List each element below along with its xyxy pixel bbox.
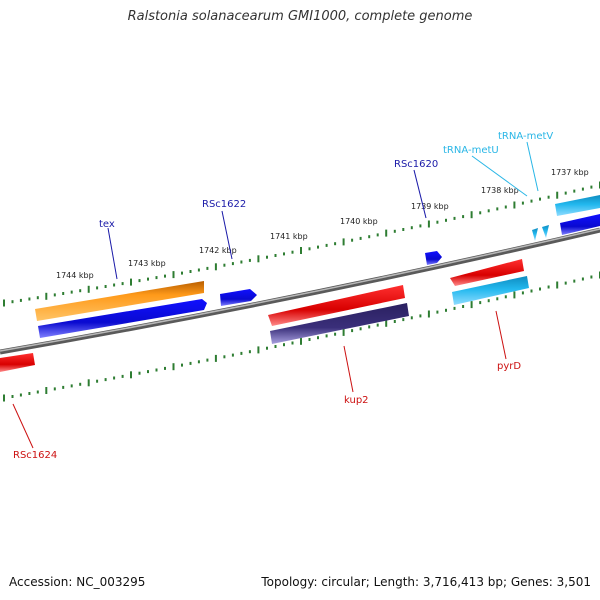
page-title: Ralstonia solanacearum GMI1000, complete…: [127, 9, 473, 24]
gene-trna-metu[interactable]: [532, 228, 538, 241]
gene-blue-forward[interactable]: [38, 299, 207, 338]
gene-rsc1622[interactable]: [220, 289, 257, 306]
leader-line-rsc1624: [12, 403, 34, 449]
genome-backbone: [0, 227, 600, 355]
lower-tick-track: [3, 271, 600, 402]
leader-line-kup2: [343, 345, 354, 393]
leader-line-rsc1622: [221, 210, 233, 260]
gene-kup2[interactable]: [268, 285, 405, 326]
kbp-label: 1740 kbp: [340, 217, 378, 226]
gene-pyrd[interactable]: [450, 259, 524, 286]
kbp-label: 1742 kbp: [199, 246, 237, 255]
kbp-label: 1743 kbp: [128, 259, 166, 268]
leader-line-trna-metu: [471, 155, 528, 197]
gene-rsc1620[interactable]: [425, 251, 442, 265]
kbp-label: 1737 kbp: [551, 168, 589, 177]
kbp-label: 1738 kbp: [481, 186, 519, 195]
genome-backbone-highlight: [0, 228, 600, 352]
label-kup2: kup2: [344, 395, 369, 406]
gene-blue-forward-right[interactable]: [560, 214, 600, 235]
label-trna-metv: tRNA-metV: [498, 131, 553, 142]
label-rsc1622: RSc1622: [202, 199, 246, 210]
kbp-label: 1741 kbp: [270, 232, 308, 241]
leader-line-rsc1620: [413, 169, 427, 219]
gene-cyan-reverse[interactable]: [452, 276, 529, 305]
genome-summary-text: Topology: circular; Length: 3,716,413 bp…: [261, 575, 591, 589]
leader-line-pyrd: [495, 310, 507, 360]
gene-rsc1624[interactable]: [0, 353, 35, 372]
gene-cyan-forward[interactable]: [555, 195, 600, 216]
label-tex: tex: [99, 219, 115, 230]
gene-trna-metv[interactable]: [542, 225, 549, 238]
kbp-label: 1739 kbp: [411, 202, 449, 211]
leader-line-trna-metv: [526, 141, 539, 192]
gene-navy-reverse[interactable]: [270, 303, 409, 344]
upper-tick-track: [3, 181, 600, 307]
label-rsc1620: RSc1620: [394, 159, 438, 170]
accession-text: Accession: NC_003295: [9, 575, 146, 589]
label-pyrd: pyrD: [497, 361, 521, 372]
kbp-label: 1744 kbp: [56, 271, 94, 280]
label-rsc1624: RSc1624: [13, 450, 57, 461]
label-trna-metu: tRNA-metU: [443, 145, 499, 156]
gene-tex[interactable]: [35, 281, 204, 321]
leader-line-tex: [107, 227, 118, 280]
